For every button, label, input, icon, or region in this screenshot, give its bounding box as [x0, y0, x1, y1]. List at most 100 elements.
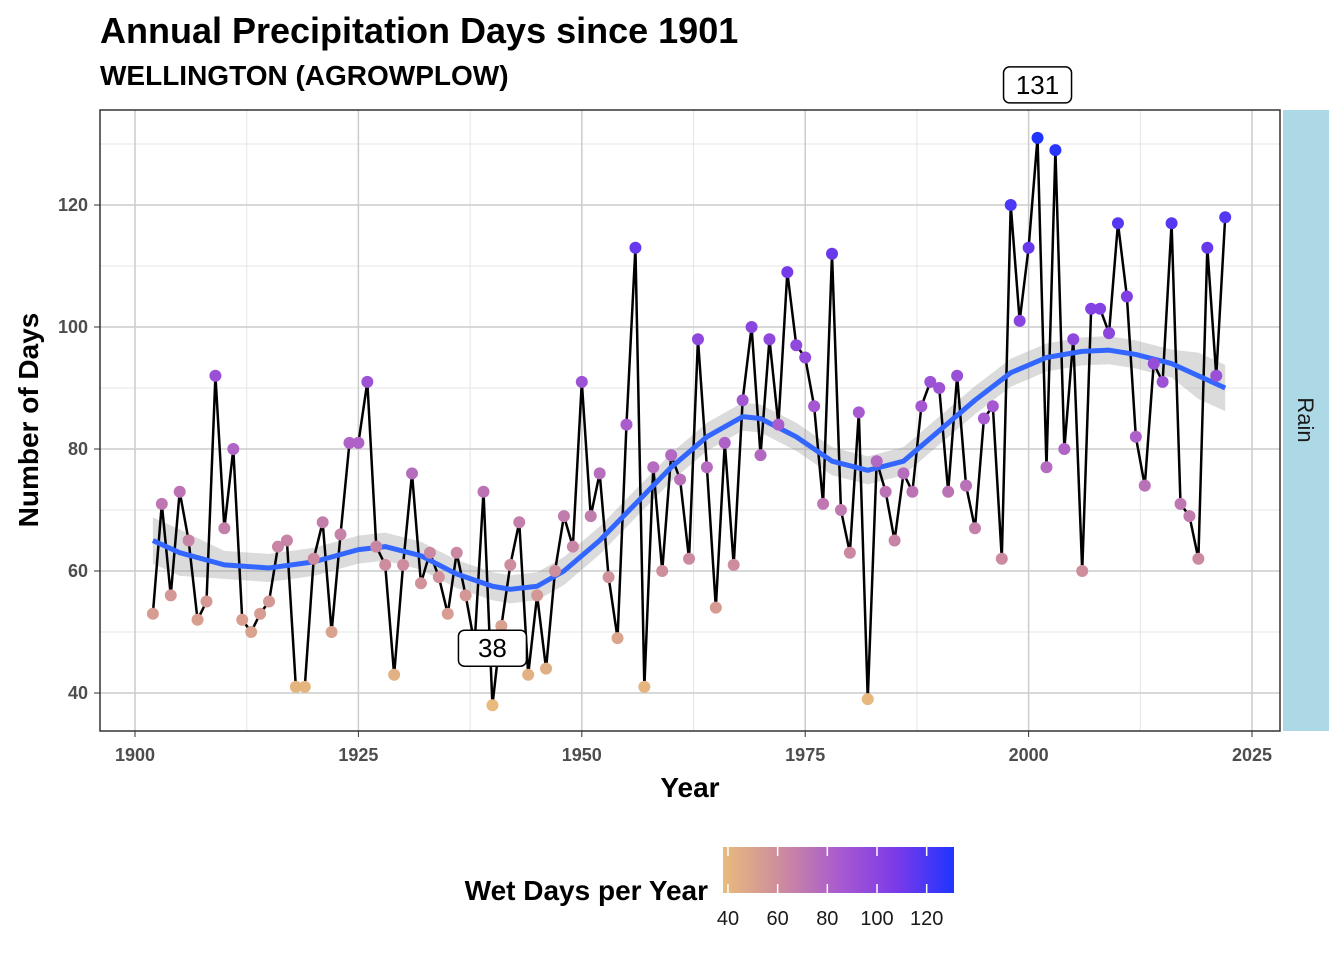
data-point: [1031, 131, 1044, 144]
legend-tick-label: 100: [860, 908, 893, 930]
data-point: [620, 418, 633, 431]
data-point: [870, 455, 883, 468]
smooth-confidence-band: [152, 336, 1226, 604]
data-point: [486, 699, 499, 712]
data-point: [897, 467, 910, 480]
data-point: [1192, 552, 1205, 565]
data-point: [977, 412, 990, 425]
x-tick-label: 2000: [1009, 745, 1049, 765]
data-point: [1156, 375, 1169, 388]
legend-tick-label: 120: [910, 908, 943, 930]
data-point: [298, 680, 311, 693]
data-point: [504, 558, 517, 571]
y-tick-label: 100: [58, 317, 88, 337]
data-point: [843, 546, 856, 559]
data-point: [1049, 144, 1062, 157]
data-point: [289, 680, 302, 693]
data-point: [280, 534, 293, 547]
data-point: [513, 516, 526, 529]
data-point: [388, 668, 401, 681]
chart-subtitle: WELLINGTON (AGROWPLOW): [100, 60, 509, 91]
data-point: [718, 436, 731, 449]
data-point: [942, 485, 955, 498]
data-point: [209, 369, 222, 382]
data-point: [316, 516, 329, 529]
data-point: [727, 558, 740, 571]
data-point: [173, 485, 186, 498]
data-point: [709, 601, 722, 614]
data-point: [1085, 302, 1098, 315]
data-point: [790, 339, 803, 352]
legend-tick-label: 80: [816, 908, 838, 930]
data-point: [1219, 211, 1232, 224]
legend-title: Wet Days per Year: [465, 875, 708, 906]
data-point: [1165, 217, 1178, 230]
data-point: [754, 449, 767, 462]
data-point: [924, 375, 937, 388]
data-point: [933, 382, 946, 394]
data-point: [575, 375, 588, 388]
data-point: [995, 552, 1008, 565]
y-axis-title: Number of Days: [13, 313, 44, 528]
data-point: [602, 571, 615, 584]
data-point: [531, 589, 544, 602]
data-point: [200, 595, 213, 608]
data-point: [1120, 290, 1133, 303]
data-point: [1013, 314, 1026, 327]
data-point: [236, 613, 249, 626]
data-point: [968, 522, 981, 535]
data-point: [361, 375, 374, 388]
data-point: [808, 400, 821, 413]
annotation-label: 131: [1016, 70, 1059, 100]
y-tick-label: 80: [68, 439, 88, 459]
facet-strip: [1283, 110, 1329, 731]
data-point: [772, 418, 785, 431]
data-point: [227, 443, 240, 455]
data-point: [155, 497, 168, 510]
x-tick-label: 1925: [338, 745, 378, 765]
legend-tick-label: 40: [717, 908, 739, 930]
plot-panel: [100, 110, 1280, 731]
y-tick-label: 40: [68, 683, 88, 703]
data-point: [647, 461, 660, 474]
data-point: [960, 479, 973, 492]
data-point: [861, 693, 874, 706]
data-point: [254, 607, 267, 620]
x-tick-label: 1900: [115, 745, 155, 765]
data-point: [781, 266, 794, 279]
data-point: [218, 522, 231, 535]
data-point: [1138, 479, 1151, 492]
data-point: [629, 241, 642, 254]
data-point: [191, 613, 204, 626]
data-point: [951, 369, 964, 382]
data-point: [906, 485, 919, 498]
data-point: [263, 595, 276, 608]
data-point: [879, 485, 892, 498]
data-point: [432, 571, 445, 584]
data-point: [834, 504, 847, 516]
legend-tick-label: 60: [767, 908, 789, 930]
annotation-box: [1002, 66, 1073, 104]
data-point: [459, 589, 472, 602]
x-tick-label: 2025: [1232, 745, 1272, 765]
data-point: [1201, 241, 1214, 254]
data-point: [566, 540, 579, 553]
data-point: [1022, 241, 1035, 254]
annotation-box: [457, 629, 528, 667]
data-point: [307, 552, 320, 565]
data-point: [1210, 369, 1223, 382]
data-point: [888, 534, 901, 547]
data-point: [379, 558, 392, 571]
data-point: [325, 626, 338, 638]
data-point: [182, 534, 195, 547]
data-point: [1174, 497, 1187, 510]
data-point: [540, 662, 553, 675]
data-point: [852, 406, 865, 419]
y-tick-label: 120: [58, 195, 88, 215]
data-point: [826, 247, 839, 260]
facet-label: Rain: [1293, 397, 1318, 442]
data-point: [397, 558, 410, 571]
data-point: [683, 552, 696, 565]
data-point: [441, 607, 454, 620]
data-point: [584, 510, 597, 523]
